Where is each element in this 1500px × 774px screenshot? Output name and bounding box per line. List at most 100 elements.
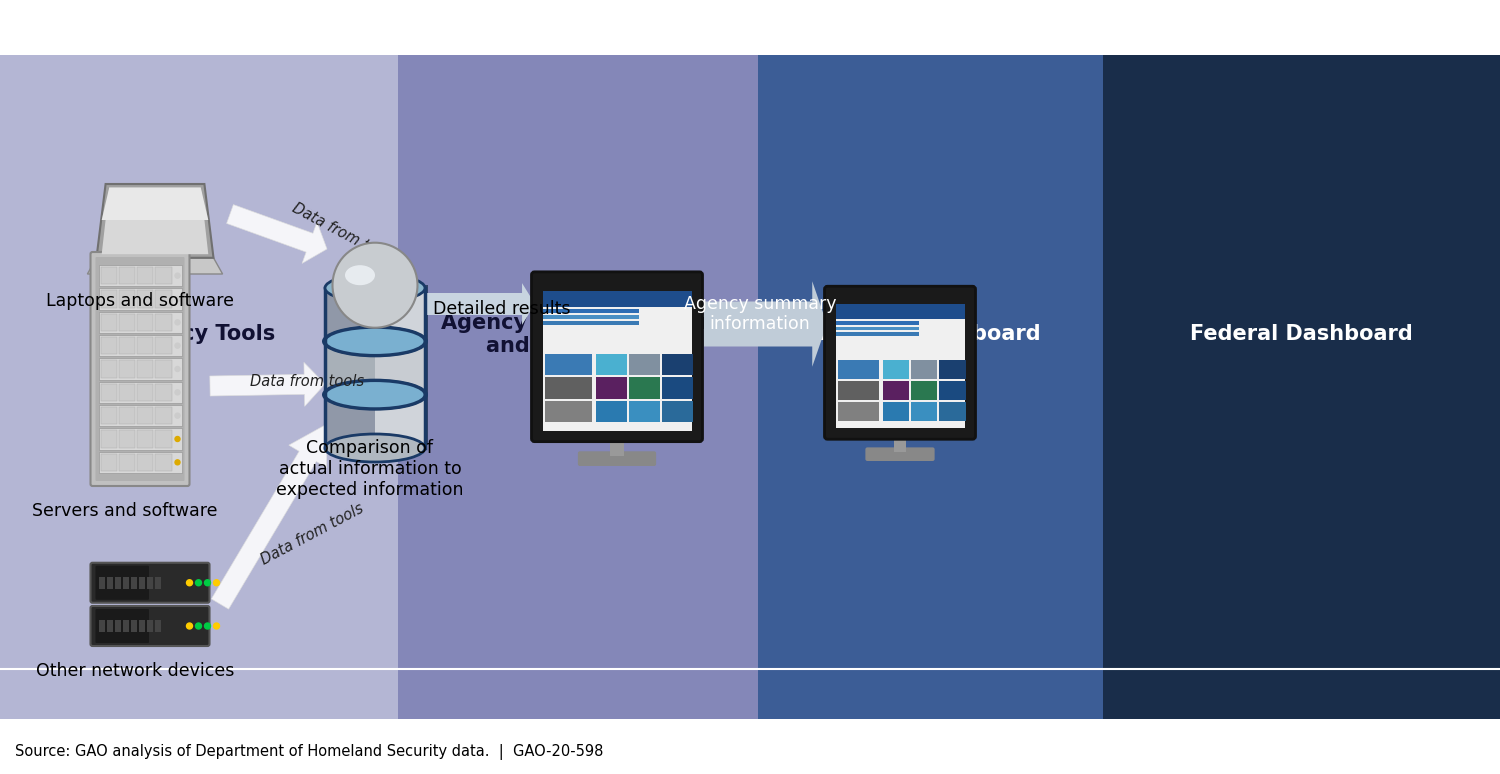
- Bar: [398, 55, 758, 719]
- Bar: [546, 378, 592, 399]
- Bar: [156, 407, 171, 424]
- Bar: [543, 321, 639, 325]
- FancyBboxPatch shape: [90, 563, 210, 603]
- Bar: [0, 55, 398, 719]
- Text: Agency Dashboard: Agency Dashboard: [819, 324, 1041, 344]
- Bar: [839, 381, 879, 400]
- Bar: [136, 290, 153, 308]
- Bar: [1102, 55, 1500, 719]
- Ellipse shape: [326, 327, 424, 355]
- Bar: [546, 354, 592, 375]
- Bar: [154, 620, 160, 632]
- Circle shape: [176, 367, 180, 372]
- Polygon shape: [427, 283, 536, 325]
- FancyBboxPatch shape: [96, 566, 148, 600]
- Bar: [375, 290, 424, 341]
- FancyBboxPatch shape: [90, 606, 210, 646]
- Bar: [138, 577, 144, 589]
- Bar: [130, 577, 136, 589]
- Text: Data from tools: Data from tools: [258, 501, 366, 567]
- Polygon shape: [211, 424, 327, 609]
- Bar: [326, 396, 375, 448]
- Bar: [543, 291, 692, 430]
- Bar: [326, 288, 375, 448]
- Bar: [100, 361, 117, 378]
- Bar: [328, 285, 427, 445]
- Polygon shape: [102, 187, 209, 254]
- Ellipse shape: [326, 434, 424, 462]
- Bar: [546, 401, 592, 423]
- Bar: [543, 291, 692, 307]
- Bar: [100, 454, 117, 471]
- Bar: [543, 315, 639, 320]
- Circle shape: [176, 296, 180, 302]
- Text: Comparison of
actual information to
expected information: Comparison of actual information to expe…: [276, 439, 464, 498]
- FancyBboxPatch shape: [865, 447, 934, 461]
- Bar: [99, 335, 182, 356]
- Circle shape: [176, 320, 180, 325]
- Bar: [628, 401, 660, 423]
- Bar: [136, 407, 153, 424]
- Text: Agency Data Collection
and Integration: Agency Data Collection and Integration: [441, 313, 714, 356]
- Bar: [156, 430, 171, 447]
- Bar: [118, 267, 135, 284]
- Polygon shape: [704, 281, 827, 367]
- Bar: [136, 337, 153, 354]
- Bar: [894, 434, 906, 452]
- Bar: [836, 327, 920, 330]
- Bar: [910, 402, 938, 421]
- Bar: [130, 620, 136, 632]
- Bar: [939, 360, 966, 379]
- Bar: [326, 290, 375, 341]
- Bar: [628, 354, 660, 375]
- Bar: [375, 288, 424, 448]
- Bar: [836, 321, 920, 324]
- Polygon shape: [102, 187, 209, 220]
- Bar: [839, 402, 879, 421]
- Circle shape: [176, 437, 180, 441]
- Text: Other network devices: Other network devices: [36, 662, 234, 680]
- Ellipse shape: [333, 243, 417, 327]
- Bar: [939, 381, 966, 400]
- Bar: [99, 382, 182, 403]
- Bar: [100, 430, 117, 447]
- Bar: [596, 401, 627, 423]
- Bar: [118, 407, 135, 424]
- Bar: [118, 361, 135, 378]
- FancyBboxPatch shape: [96, 609, 148, 643]
- Circle shape: [204, 580, 210, 586]
- Bar: [156, 361, 171, 378]
- Bar: [758, 55, 1102, 719]
- FancyBboxPatch shape: [90, 252, 189, 486]
- Bar: [118, 454, 135, 471]
- Circle shape: [195, 623, 201, 629]
- Bar: [662, 378, 693, 399]
- Bar: [662, 354, 693, 375]
- Text: Agency summary
information: Agency summary information: [684, 295, 837, 334]
- Bar: [596, 378, 627, 399]
- Bar: [99, 577, 105, 589]
- Bar: [100, 384, 117, 401]
- Bar: [939, 402, 966, 421]
- Bar: [136, 267, 153, 284]
- Circle shape: [176, 273, 180, 278]
- Bar: [100, 337, 117, 354]
- Bar: [147, 577, 153, 589]
- Bar: [154, 577, 160, 589]
- Text: Agency Tools: Agency Tools: [122, 324, 276, 344]
- Text: Servers and software: Servers and software: [33, 502, 218, 520]
- Bar: [118, 290, 135, 308]
- Bar: [100, 267, 117, 284]
- Circle shape: [176, 413, 180, 418]
- Bar: [836, 304, 964, 428]
- Bar: [596, 354, 627, 375]
- Circle shape: [186, 623, 192, 629]
- Bar: [156, 290, 171, 308]
- Circle shape: [176, 390, 180, 395]
- Circle shape: [213, 580, 219, 586]
- Bar: [138, 620, 144, 632]
- Text: Laptops and software: Laptops and software: [46, 292, 234, 310]
- Bar: [106, 577, 112, 589]
- Polygon shape: [226, 204, 327, 263]
- Ellipse shape: [345, 265, 375, 285]
